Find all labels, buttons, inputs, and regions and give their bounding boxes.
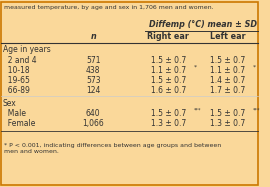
Text: 640: 640 bbox=[86, 109, 100, 118]
Text: Right ear: Right ear bbox=[147, 32, 189, 41]
Text: * P < 0.001, indicating differences between age groups and between
men and women: * P < 0.001, indicating differences betw… bbox=[4, 143, 221, 154]
Text: 1.3 ± 0.7: 1.3 ± 0.7 bbox=[151, 119, 186, 128]
Text: 1.5 ± 0.7: 1.5 ± 0.7 bbox=[151, 56, 186, 65]
Text: 1.5 ± 0.7: 1.5 ± 0.7 bbox=[151, 76, 186, 85]
Text: Diffemp (°C) mean ± SD: Diffemp (°C) mean ± SD bbox=[149, 20, 257, 29]
Text: 66-89: 66-89 bbox=[3, 86, 29, 95]
Text: ***: *** bbox=[194, 108, 202, 113]
Text: 2 and 4: 2 and 4 bbox=[3, 56, 36, 65]
Text: 1.3 ± 0.7: 1.3 ± 0.7 bbox=[210, 119, 245, 128]
Text: n: n bbox=[90, 32, 96, 41]
Text: 1.5 ± 0.7: 1.5 ± 0.7 bbox=[210, 56, 245, 65]
Text: *: * bbox=[252, 64, 255, 69]
Text: Age in years: Age in years bbox=[3, 45, 50, 54]
FancyBboxPatch shape bbox=[1, 2, 258, 185]
Text: 124: 124 bbox=[86, 86, 100, 95]
Text: 573: 573 bbox=[86, 76, 100, 85]
Text: measured temperature, by age and sex in 1,706 men and women.: measured temperature, by age and sex in … bbox=[4, 5, 214, 10]
Text: 571: 571 bbox=[86, 56, 100, 65]
Text: *: * bbox=[194, 64, 197, 69]
Text: 1.1 ± 0.7: 1.1 ± 0.7 bbox=[210, 66, 245, 75]
Text: 438: 438 bbox=[86, 66, 100, 75]
Text: 19-65: 19-65 bbox=[3, 76, 29, 85]
Text: 1.6 ± 0.7: 1.6 ± 0.7 bbox=[151, 86, 186, 95]
Text: Left ear: Left ear bbox=[210, 32, 246, 41]
Text: ***: *** bbox=[252, 108, 260, 113]
Text: Sex: Sex bbox=[3, 99, 16, 108]
Text: 1.7 ± 0.7: 1.7 ± 0.7 bbox=[210, 86, 245, 95]
Text: 1.5 ± 0.7: 1.5 ± 0.7 bbox=[210, 109, 245, 118]
Text: 1.1 ± 0.7: 1.1 ± 0.7 bbox=[151, 66, 186, 75]
Text: Male: Male bbox=[3, 109, 26, 118]
Text: 1.4 ± 0.7: 1.4 ± 0.7 bbox=[210, 76, 245, 85]
Text: 10-18: 10-18 bbox=[3, 66, 29, 75]
Text: 1,066: 1,066 bbox=[82, 119, 104, 128]
Text: Female: Female bbox=[3, 119, 35, 128]
Text: 1.5 ± 0.7: 1.5 ± 0.7 bbox=[151, 109, 186, 118]
